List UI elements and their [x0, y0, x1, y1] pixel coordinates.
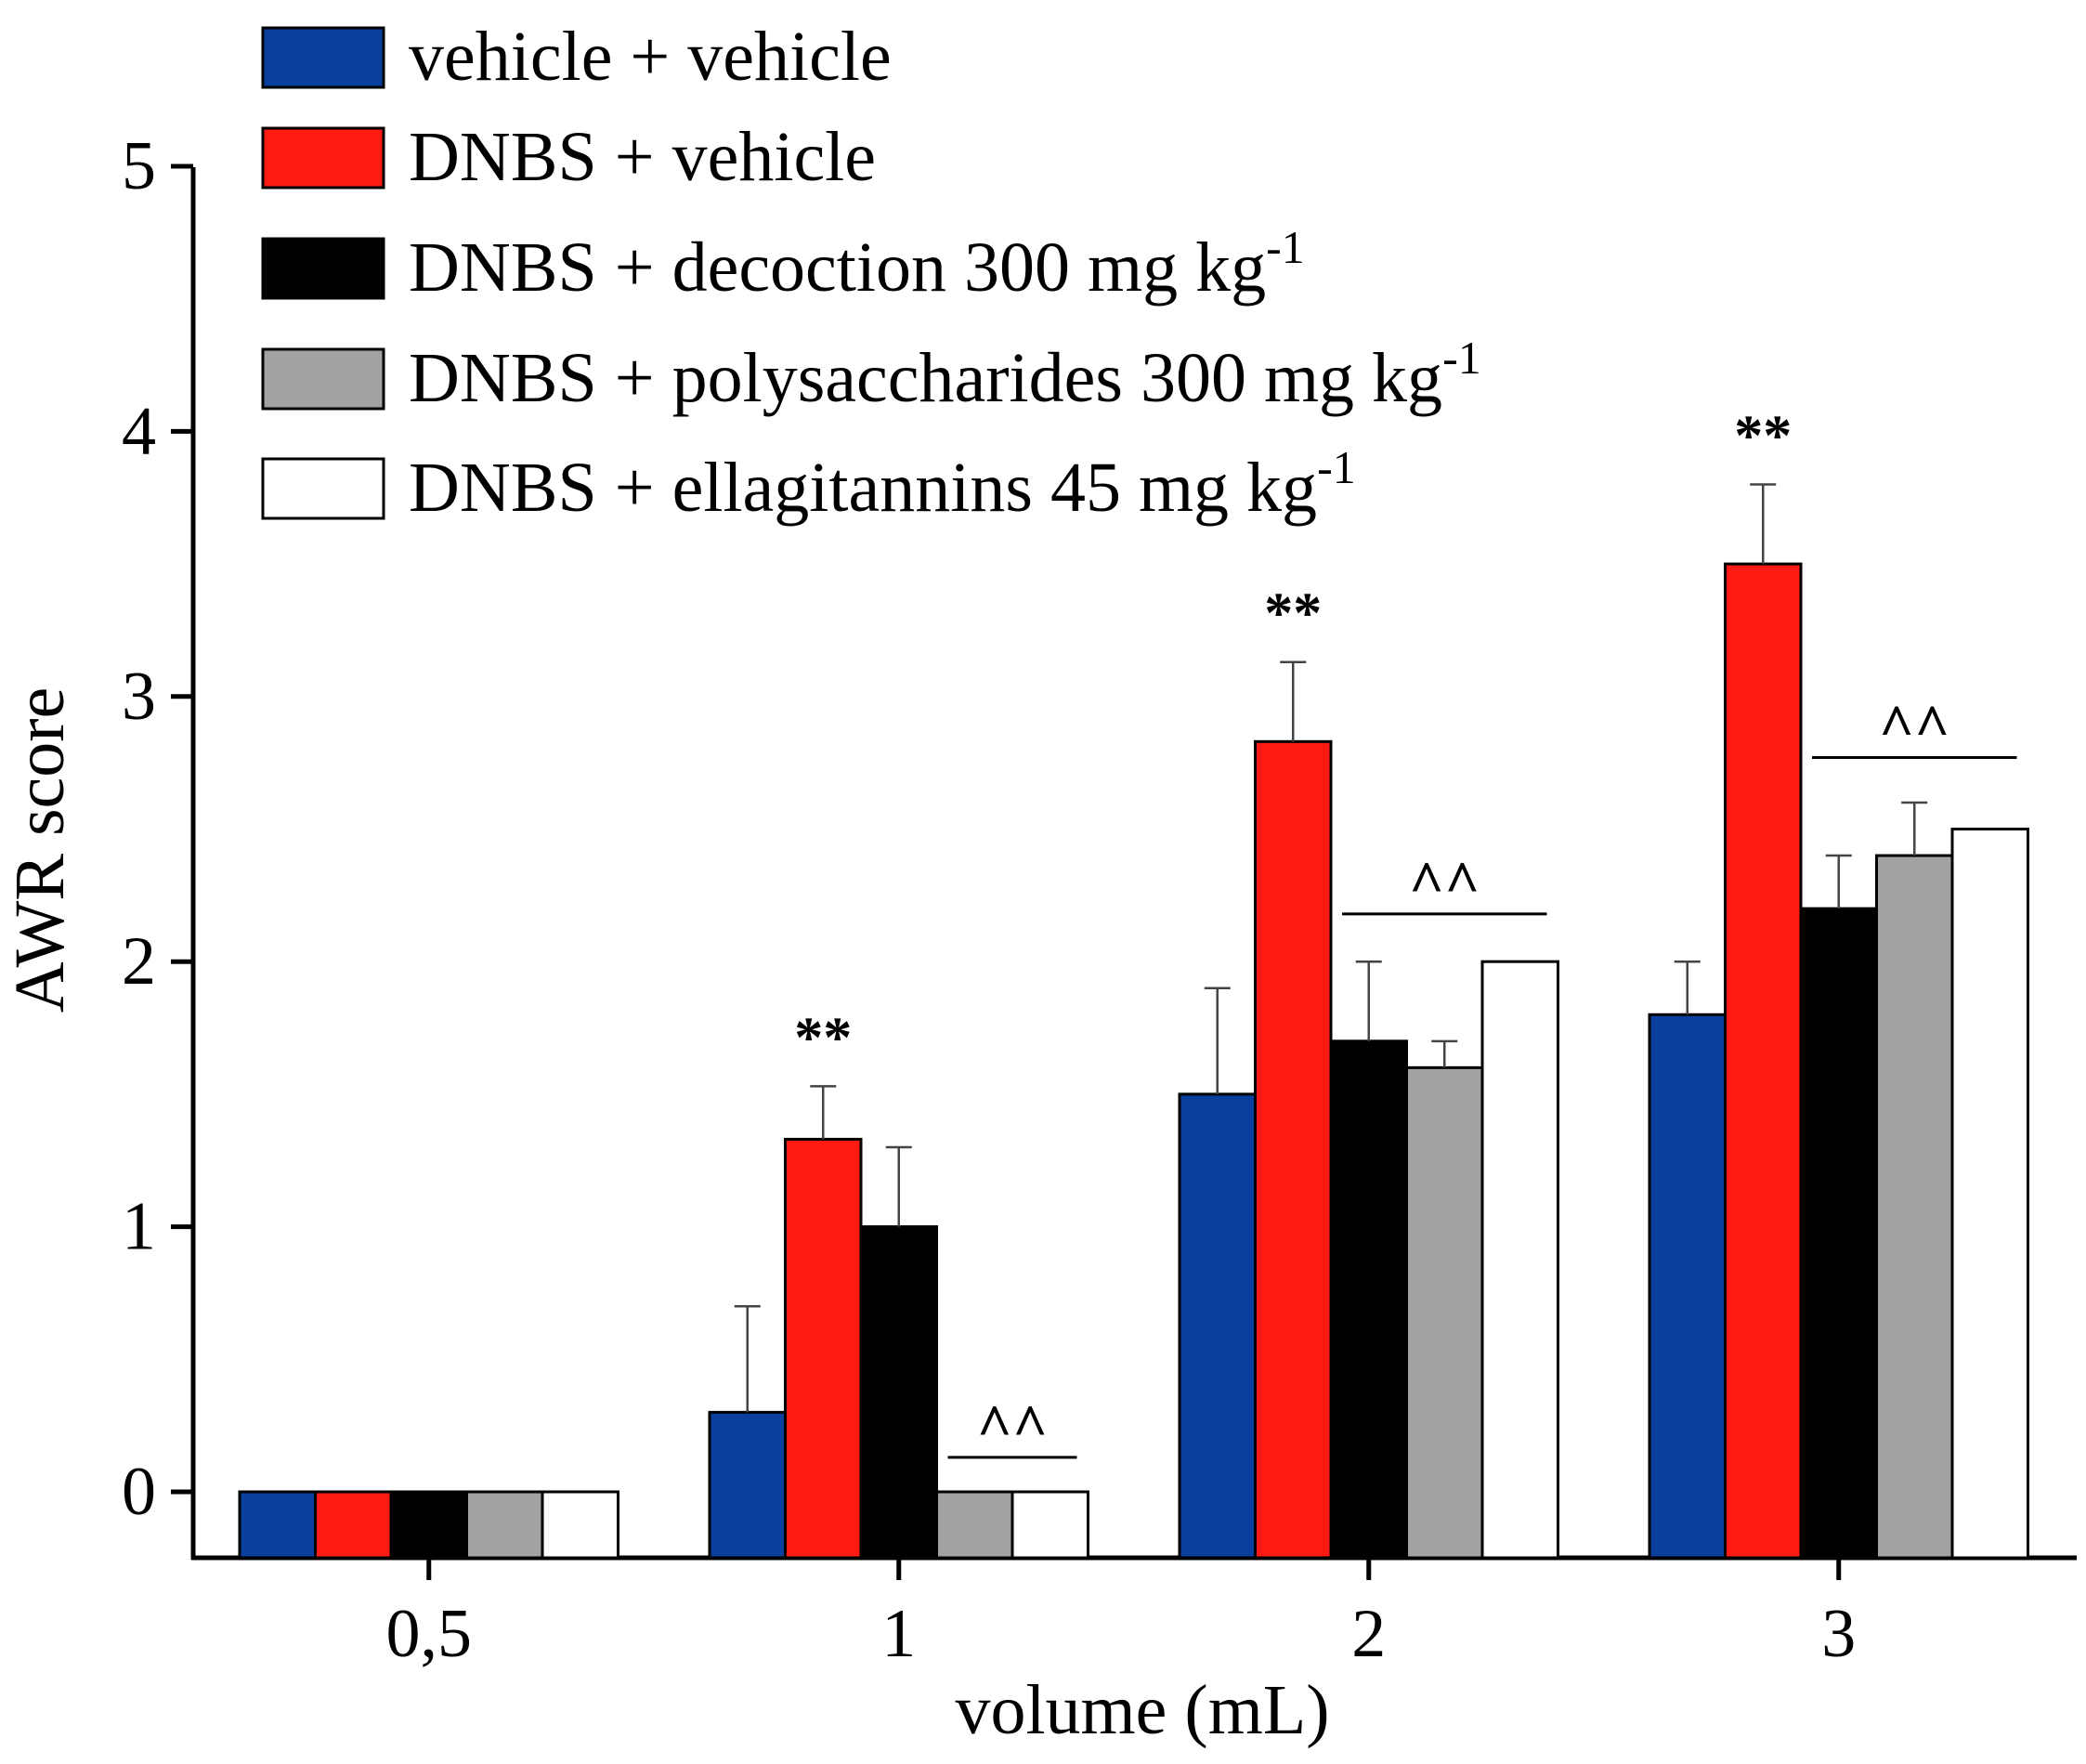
x-tick-label: 3 [1821, 1596, 1856, 1672]
bar [465, 1490, 544, 1560]
legend-swatch [261, 26, 385, 89]
error-bars [734, 483, 1928, 1413]
bar [1178, 1092, 1257, 1560]
x-tick-label: 1 [881, 1596, 916, 1672]
legend-label: DNBS + vehicle [409, 118, 876, 196]
y-axis-title: AWR score [1, 687, 79, 1013]
bar [708, 1410, 787, 1560]
legend-label: vehicle + vehicle [409, 18, 892, 96]
bar [859, 1225, 938, 1560]
legend-swatch [261, 457, 385, 520]
significance-carets: ^^ [1409, 849, 1480, 917]
significance-stars: ** [1264, 582, 1322, 646]
bar [1950, 828, 2029, 1560]
bar [1648, 1013, 1727, 1560]
legend-superscript: -1 [1317, 441, 1356, 493]
y-tick-label: 0 [122, 1454, 156, 1530]
significance-carets: ^^ [1879, 692, 1950, 760]
legend-swatch [261, 126, 385, 189]
bar [1799, 907, 1878, 1560]
legend-label: DNBS + ellagitannins 45 mg kg-1 [409, 441, 1356, 527]
legend-label: DNBS + polysaccharides 300 mg kg-1 [409, 332, 1481, 417]
bar [314, 1490, 393, 1560]
y-tick-label: 1 [122, 1189, 156, 1265]
significance-stars: ** [1734, 404, 1792, 467]
legend-label: DNBS + decoction 300 mg kg-1 [409, 221, 1305, 307]
annotations: ** ** ** ^^ ^^ ^^ [794, 404, 2017, 1460]
legend-swatch [261, 237, 385, 300]
legend: vehicle + vehicle DNBS + vehicle DNBS + de… [261, 18, 1481, 527]
y-ticks: 0 1 2 3 4 5 [122, 128, 193, 1530]
y-tick-label: 4 [122, 393, 156, 469]
x-axis-title: volume (mL) [955, 1671, 1329, 1749]
legend-swatch [261, 347, 385, 411]
significance-stars: ** [794, 1006, 852, 1069]
bar [1875, 854, 1954, 1560]
x-tick-label: 0,5 [386, 1596, 473, 1672]
x-ticks: 0,5 1 2 3 [386, 1558, 1856, 1672]
bar [1329, 1039, 1408, 1560]
y-tick-label: 2 [122, 923, 156, 1000]
significance-carets: ^^ [977, 1392, 1049, 1460]
bar [935, 1490, 1014, 1560]
bar [1480, 960, 1559, 1560]
legend-superscript: -1 [1266, 221, 1305, 273]
bars [238, 562, 2029, 1560]
bar [238, 1490, 317, 1560]
bar [1724, 562, 1803, 1560]
legend-superscript: -1 [1442, 332, 1481, 384]
bar [1254, 739, 1333, 1560]
bar [1405, 1065, 1484, 1560]
bar [389, 1490, 468, 1560]
bar [1010, 1490, 1089, 1560]
x-tick-label: 2 [1351, 1596, 1386, 1672]
bar [541, 1490, 619, 1560]
y-tick-label: 5 [122, 128, 156, 204]
bar [784, 1137, 863, 1560]
y-tick-label: 3 [122, 659, 156, 735]
